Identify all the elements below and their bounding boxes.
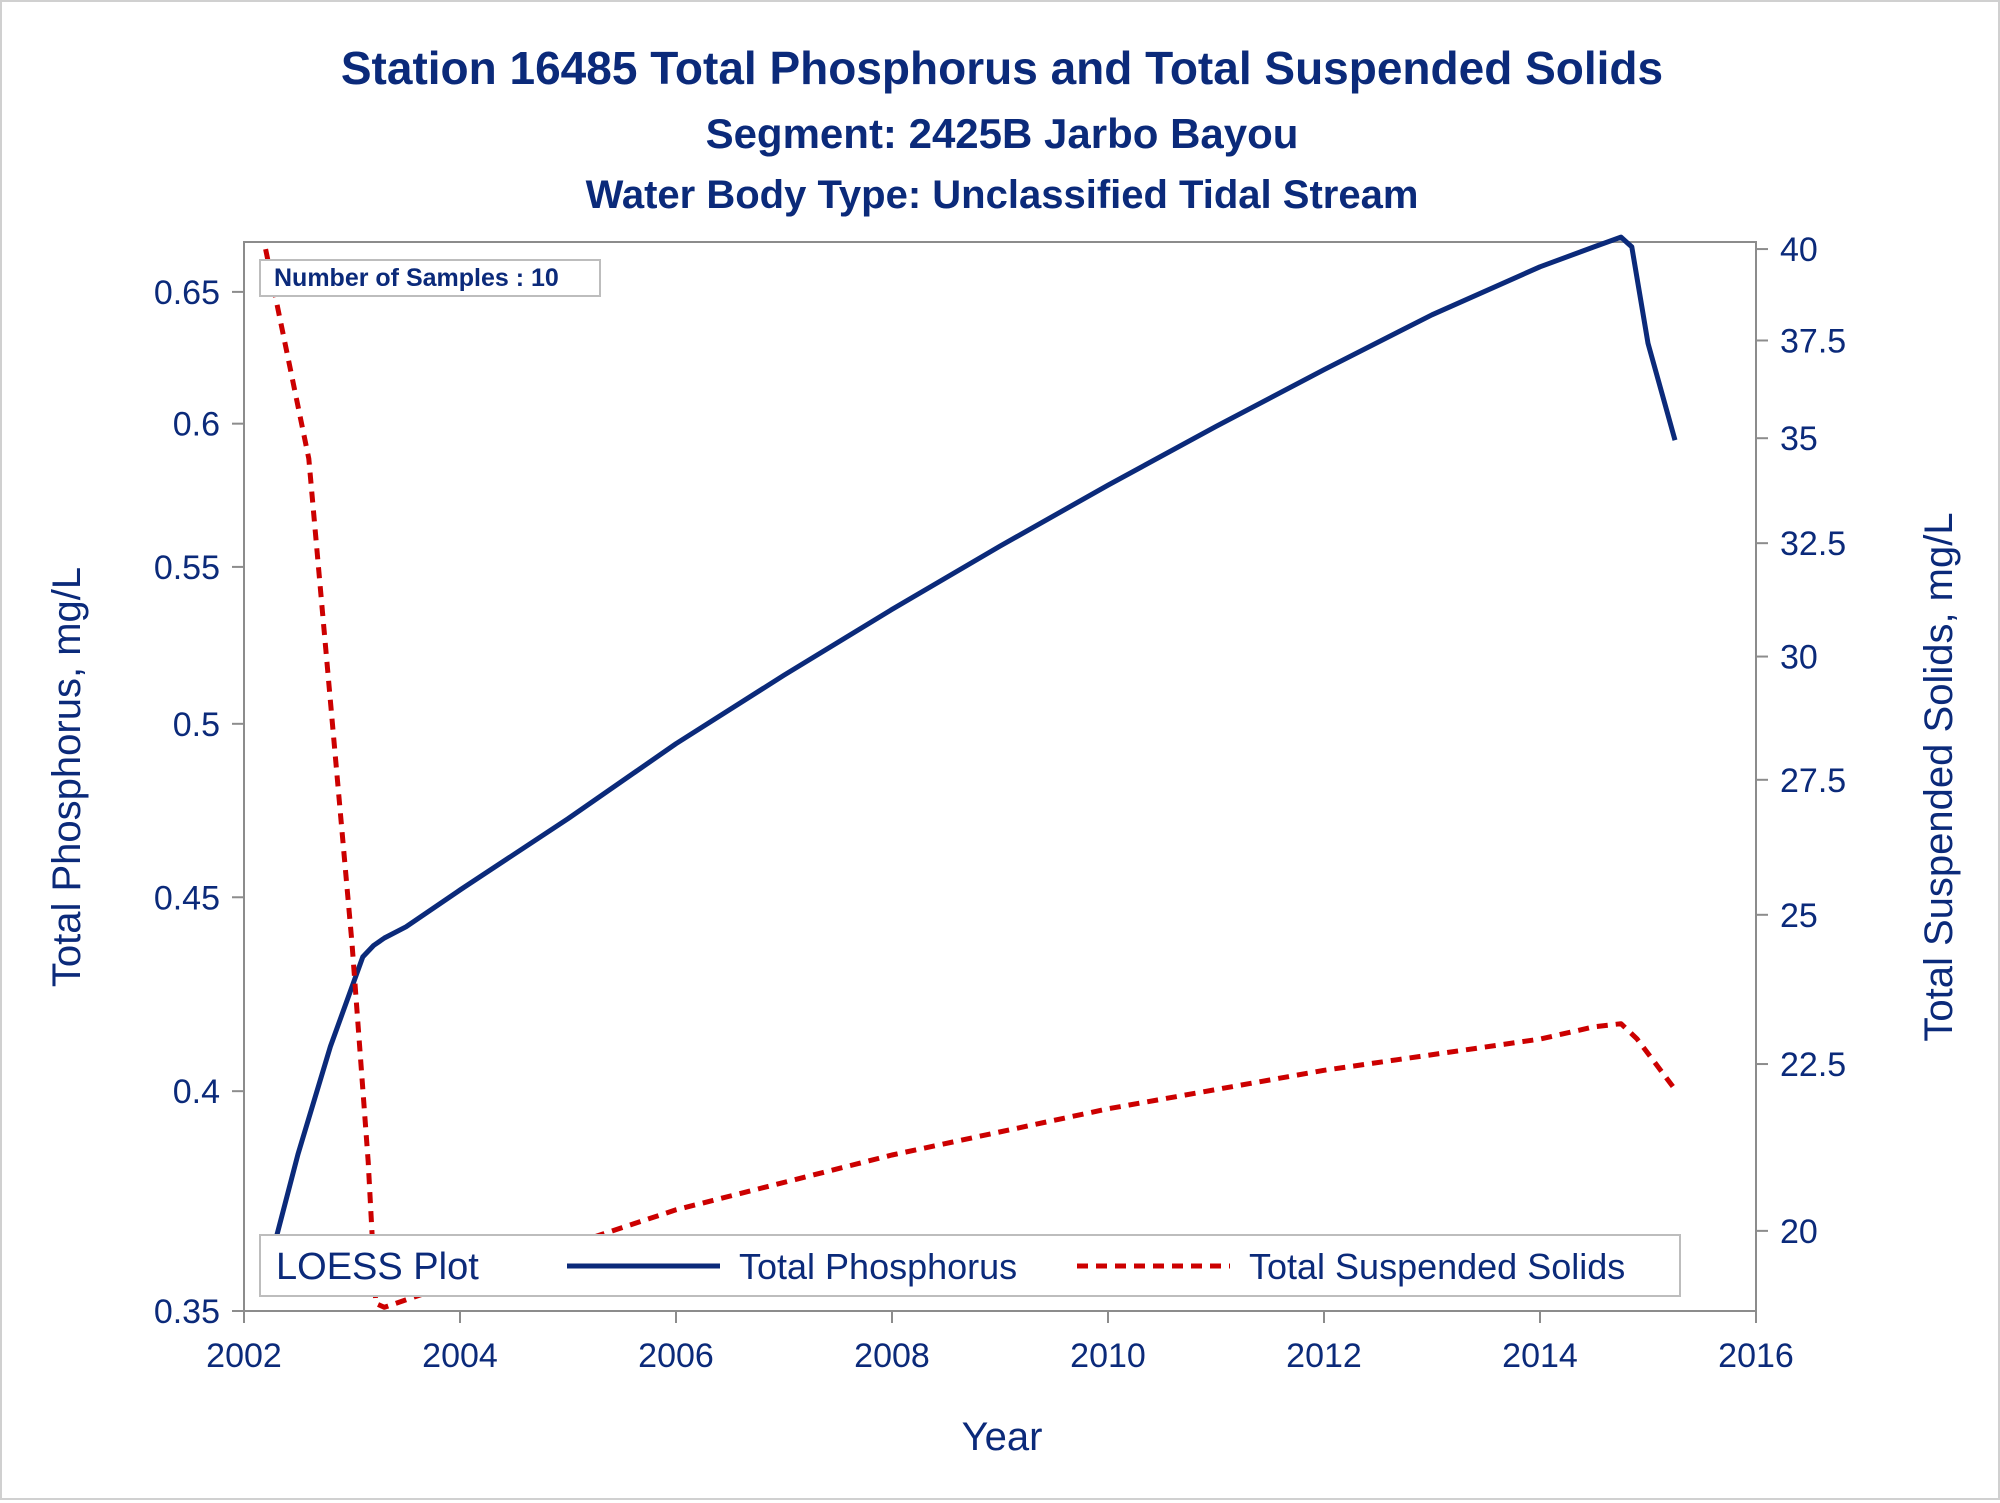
legend: LOESS Plot Total Phosphorus Total Suspen… bbox=[259, 1234, 1681, 1297]
x-axis: 2002 2004 2006 2008 2010 2012 2014 2016 bbox=[206, 1311, 1794, 1375]
sample-count-box bbox=[259, 259, 601, 297]
y-left-tick-label: 0.55 bbox=[154, 549, 220, 587]
y-axis-left: 0.35 0.4 0.45 0.5 0.55 0.6 0.65 bbox=[154, 274, 244, 1331]
legend-label-total-suspended-solids: Total Suspended Solids bbox=[1249, 1246, 1625, 1287]
sample-count-text: Number of Samples : 10 bbox=[274, 264, 559, 292]
y-right-tick-label: 32.5 bbox=[1780, 525, 1846, 563]
chart-title: Station 16485 Total Phosphorus and Total… bbox=[341, 42, 1663, 94]
x-tick-label: 2006 bbox=[638, 1337, 714, 1375]
y-right-tick-label: 25 bbox=[1780, 897, 1818, 935]
y-axis-left-label: Total Phosphorus, mg/L bbox=[45, 567, 89, 987]
y-right-tick-label: 35 bbox=[1780, 420, 1818, 458]
series-layer bbox=[263, 234, 1678, 1310]
x-tick-label: 2014 bbox=[1502, 1337, 1578, 1375]
y-left-tick-label: 0.5 bbox=[173, 706, 220, 744]
y-axis-right-label: Total Suspended Solids, mg/L bbox=[1917, 512, 1961, 1041]
legend-title: LOESS Plot bbox=[276, 1246, 479, 1288]
series-line-total-phosphorus bbox=[263, 234, 1678, 1280]
x-tick-label: 2008 bbox=[854, 1337, 930, 1375]
x-tick-label: 2012 bbox=[1286, 1337, 1362, 1375]
x-tick-label: 2010 bbox=[1070, 1337, 1146, 1375]
y-right-tick-label: 20 bbox=[1780, 1213, 1818, 1251]
plot-area bbox=[243, 241, 1757, 1312]
chart-subtitle-2: Water Body Type: Unclassified Tidal Stre… bbox=[586, 173, 1419, 217]
y-axis-right: 20 22.5 25 27.5 30 32.5 35 37.5 40 bbox=[1756, 231, 1846, 1251]
y-right-tick-label: 40 bbox=[1780, 231, 1818, 269]
y-left-tick-label: 0.4 bbox=[173, 1073, 220, 1111]
x-tick-label: 2004 bbox=[422, 1337, 498, 1375]
series-line-total-suspended-solids bbox=[263, 248, 1677, 1310]
y-right-tick-label: 27.5 bbox=[1780, 762, 1846, 800]
y-right-tick-label: 22.5 bbox=[1780, 1046, 1846, 1084]
legend-label-total-phosphorus: Total Phosphorus bbox=[739, 1246, 1017, 1287]
x-tick-label: 2016 bbox=[1718, 1337, 1794, 1375]
sample-count-annotation: Number of Samples : 10 bbox=[259, 259, 601, 297]
y-left-tick-label: 0.45 bbox=[154, 879, 220, 917]
x-tick-label: 2002 bbox=[206, 1337, 282, 1375]
y-left-tick-label: 0.35 bbox=[154, 1293, 220, 1331]
y-left-tick-label: 0.6 bbox=[173, 406, 220, 444]
y-right-tick-label: 37.5 bbox=[1780, 322, 1846, 360]
y-right-tick-label: 30 bbox=[1780, 639, 1818, 677]
y-left-tick-label: 0.65 bbox=[154, 274, 220, 312]
legend-box bbox=[259, 1234, 1681, 1297]
chart-subtitle: Segment: 2425B Jarbo Bayou bbox=[706, 110, 1299, 157]
x-axis-label: Year bbox=[962, 1415, 1043, 1459]
